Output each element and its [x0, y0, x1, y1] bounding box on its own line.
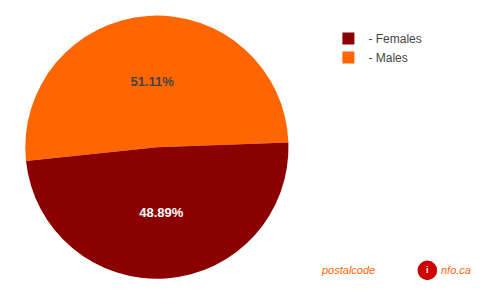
- svg-text:- Males: - Males: [368, 51, 407, 65]
- svg-text:i: i: [426, 265, 429, 275]
- svg-text:nfo.ca: nfo.ca: [441, 264, 471, 276]
- svg-text:- Females: - Females: [368, 32, 421, 46]
- svg-text:51.11%: 51.11%: [130, 74, 174, 89]
- svg-text:postalcode: postalcode: [321, 264, 375, 276]
- svg-text:48.89%: 48.89%: [139, 205, 184, 220]
